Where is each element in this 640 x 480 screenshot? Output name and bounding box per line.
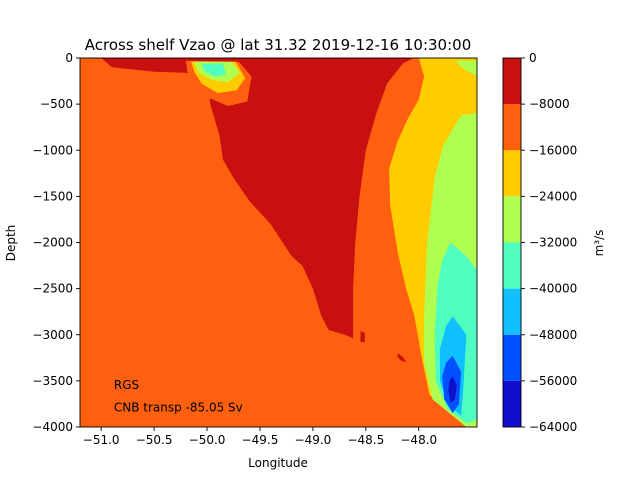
contour-regions <box>80 58 477 427</box>
colorbar-segment-7 <box>503 58 521 105</box>
contour-region-1 <box>101 58 414 339</box>
y-tick-label-4: −2000 <box>32 236 73 250</box>
contour-region-3 <box>397 353 407 363</box>
y-tick-label-3: −1500 <box>32 189 73 203</box>
colorbar-segment-4 <box>503 196 521 243</box>
colorbar-tick-label-8: 0 <box>529 51 537 65</box>
x-tick-label-6: −48.0 <box>400 433 437 447</box>
annotation-0: RGS <box>114 378 139 392</box>
y-axis-label: Depth <box>4 225 18 262</box>
x-tick-label-1: −50.5 <box>136 433 173 447</box>
colorbar-tick-label-7: −8000 <box>529 97 570 111</box>
x-tick-label-4: −49.0 <box>295 433 332 447</box>
contour-region-7 <box>201 63 227 77</box>
y-tick-label-8: −4000 <box>32 420 73 434</box>
chart-title: Across shelf Vzao @ lat 31.32 2019-12-16… <box>85 36 472 54</box>
colorbar-tick-label-2: −48000 <box>529 328 577 342</box>
colorbar-segment-2 <box>503 288 521 335</box>
colorbar-segment-1 <box>503 334 521 381</box>
x-tick-label-2: −50.0 <box>189 433 226 447</box>
y-tick-label-7: −3500 <box>32 374 73 388</box>
colorbar-label: m³/s <box>592 230 606 257</box>
colorbar-segment-3 <box>503 242 521 289</box>
y-tick-label-5: −2500 <box>32 282 73 296</box>
contour-region-0 <box>80 58 477 427</box>
contour-region-13 <box>448 376 457 403</box>
colorbar-tick-label-6: −16000 <box>529 143 577 157</box>
colorbar: −64000 −56000 −48000 −40000 −32000 −24000 −160… <box>502 51 577 434</box>
x-axis-label: Longitude <box>248 456 308 470</box>
colorbar-segment-5 <box>503 150 521 197</box>
x-tick-label-0: −51.0 <box>83 433 120 447</box>
y-tick-label-0: 0 <box>65 51 73 65</box>
colorbar-tick-label-0: −64000 <box>529 420 577 434</box>
colorbar-tick-label-1: −56000 <box>529 374 577 388</box>
colorbar-segment-0 <box>503 380 521 427</box>
colorbar-segment-6 <box>503 104 521 151</box>
colorbar-tick-label-4: −32000 <box>529 236 577 250</box>
annotation-1: CNB transp -85.05 Sv <box>114 400 243 414</box>
colorbar-tick-label-5: −24000 <box>529 189 577 203</box>
x-tick-label-5: −48.5 <box>347 433 384 447</box>
x-axis-ticks: −51.0 −50.5 −50.0 −49.5 −49.0 −48.5 −48.0 <box>83 427 437 447</box>
annotations: RGS CNB transp -85.05 Sv <box>114 378 243 414</box>
y-axis-ticks: 0 −500 −1000 −1500 −2000 −2500 −3000 −3500 −4000 <box>32 51 80 434</box>
y-tick-label-6: −3000 <box>32 328 73 342</box>
x-tick-label-3: −49.5 <box>242 433 279 447</box>
y-tick-label-1: −500 <box>40 97 73 111</box>
y-tick-label-2: −1000 <box>32 143 73 157</box>
colorbar-tick-label-3: −40000 <box>529 282 577 296</box>
contour-region-2 <box>360 331 365 343</box>
